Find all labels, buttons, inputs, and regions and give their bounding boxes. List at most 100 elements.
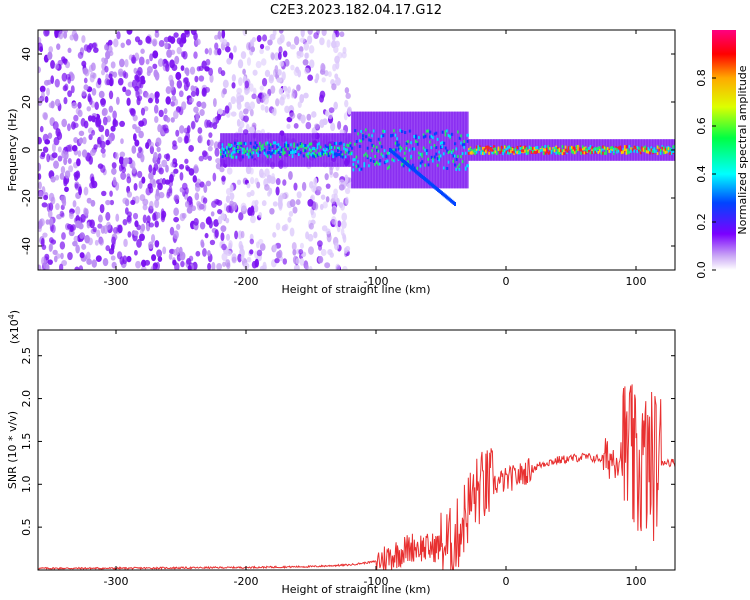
spectrogram-cell bbox=[318, 142, 321, 146]
spectrogram-cell bbox=[547, 146, 550, 150]
spectrogram-cell bbox=[252, 145, 256, 149]
spectrogram-cell bbox=[38, 219, 43, 229]
spectrogram-cell bbox=[214, 148, 220, 157]
spectrogram-cell bbox=[224, 46, 231, 53]
spectrogram-cell bbox=[300, 114, 306, 124]
spectrogram-cell bbox=[142, 214, 147, 224]
spectrogram-cell bbox=[315, 73, 320, 81]
spectrogram-cell bbox=[49, 243, 54, 252]
spectrogram-cell bbox=[422, 176, 425, 181]
spectrogram-cell bbox=[264, 105, 269, 113]
spectrogram-cell bbox=[165, 164, 169, 173]
spectrogram-cell bbox=[240, 133, 243, 167]
spectrogram-cell bbox=[259, 172, 266, 179]
spectrogram-cell bbox=[330, 150, 334, 154]
spectrogram-cell bbox=[600, 148, 604, 152]
spectrogram-cell bbox=[86, 106, 92, 112]
spectrogram-cell bbox=[230, 133, 234, 167]
spectrogram-cell bbox=[293, 133, 296, 167]
spectrogram-cell bbox=[505, 148, 508, 152]
spectrogram-cell bbox=[421, 175, 424, 179]
spectrogram-cell bbox=[261, 200, 267, 207]
spectrogram-cell bbox=[316, 153, 320, 157]
spectrogram-cell bbox=[282, 179, 287, 186]
spectrogram-cell bbox=[129, 108, 136, 116]
spectrogram-cell bbox=[628, 145, 632, 149]
spectrogram-cell bbox=[326, 39, 331, 48]
spectrogram-cell bbox=[369, 157, 373, 161]
spectrogram-cell bbox=[420, 173, 423, 178]
spectrogram-cell bbox=[624, 148, 627, 152]
spectrogram-cell bbox=[341, 155, 345, 159]
spectrogram-cell bbox=[294, 149, 298, 153]
spectrogram-cell bbox=[413, 168, 416, 173]
spectrogram-cell bbox=[439, 141, 443, 145]
spectrogram-cell bbox=[260, 104, 265, 111]
spectrogram-cell bbox=[185, 164, 190, 171]
spectrogram-cell bbox=[223, 150, 226, 154]
spectrogram-cell bbox=[672, 145, 675, 149]
spectrogram-cell bbox=[207, 250, 211, 257]
spectrogram-cell bbox=[379, 162, 382, 166]
spectrogram-cell bbox=[412, 167, 415, 172]
spectrogram-cell bbox=[175, 129, 180, 137]
spectrogram-cell bbox=[454, 163, 457, 167]
spectrogram-cell bbox=[477, 147, 480, 151]
snr-series-line bbox=[38, 384, 675, 570]
spectrogram-cell bbox=[295, 258, 300, 265]
spectrogram-cell bbox=[254, 146, 257, 150]
spectrogram-cell bbox=[243, 147, 246, 151]
spectrogram-cell bbox=[75, 244, 80, 254]
spectrogram-cell bbox=[260, 58, 267, 66]
spectrogram-cell bbox=[326, 147, 329, 151]
spectrogram-cell bbox=[154, 116, 159, 123]
spectrogram-cell bbox=[261, 264, 268, 270]
spectrogram-cell bbox=[319, 145, 323, 149]
spectrogram-cell bbox=[553, 146, 557, 150]
spectrogram-cell bbox=[153, 151, 158, 161]
spectrogram-cell bbox=[386, 159, 390, 163]
spectrogram-cell bbox=[67, 251, 73, 261]
spectrogram-cell bbox=[238, 110, 244, 120]
spectrogram-cell bbox=[283, 223, 289, 231]
spectrogram-cell bbox=[251, 133, 254, 167]
spectrogram-cell bbox=[502, 152, 505, 156]
spectrogram-cell bbox=[605, 147, 608, 151]
spectrogram-cell bbox=[305, 153, 309, 157]
spectrogram-cell bbox=[244, 149, 248, 153]
spectrogram-cell bbox=[574, 146, 577, 150]
spectrogram-cell bbox=[110, 125, 116, 132]
spectrogram-cell bbox=[434, 185, 437, 190]
spectrogram-cell bbox=[344, 99, 349, 108]
spectrogram-cell bbox=[338, 202, 344, 208]
spectrogram-cell bbox=[229, 145, 232, 149]
spectrogram-cell bbox=[398, 155, 401, 160]
spectrogram-cell bbox=[59, 172, 65, 180]
spectrogram-cell bbox=[195, 38, 201, 46]
spectrogram-cell bbox=[78, 186, 82, 196]
spectrogram-cell bbox=[396, 111, 399, 189]
spectrogram-cell bbox=[133, 212, 139, 220]
y-tick-label: 2.5 bbox=[20, 347, 33, 365]
spectrogram-cell bbox=[186, 206, 193, 214]
spectrogram-cell bbox=[616, 150, 619, 154]
x-tick-label: -200 bbox=[234, 575, 259, 588]
spectrogram-cell bbox=[258, 238, 264, 245]
spectrogram-cell bbox=[285, 133, 288, 167]
spectrogram-cell bbox=[317, 240, 323, 247]
spectrogram-cell bbox=[269, 176, 276, 185]
spectrogram-cell bbox=[255, 60, 262, 69]
spectrogram-cell bbox=[275, 178, 281, 186]
spectrogram-cell bbox=[644, 145, 647, 149]
spectrogram-cell bbox=[269, 152, 273, 156]
spectrogram-cell bbox=[245, 87, 251, 94]
spectrogram-cell bbox=[469, 147, 472, 151]
spectrogram-cell bbox=[302, 154, 306, 158]
spectrogram-cell bbox=[516, 151, 519, 155]
spectrogram-cell bbox=[402, 164, 405, 168]
spectrogram-cell bbox=[304, 143, 307, 147]
spectrogram-cell bbox=[395, 153, 398, 158]
spectrogram-cell bbox=[152, 167, 157, 176]
spectrogram-cell bbox=[146, 215, 151, 224]
spectrogram-cell bbox=[433, 155, 437, 159]
